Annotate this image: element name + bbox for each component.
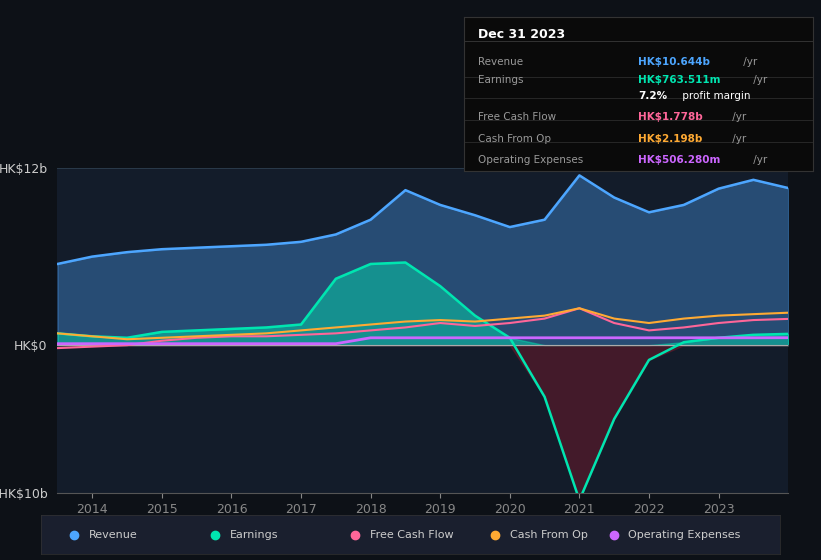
Text: Free Cash Flow: Free Cash Flow (369, 530, 453, 540)
Text: Revenue: Revenue (478, 57, 523, 67)
Text: Operating Expenses: Operating Expenses (478, 156, 583, 165)
Text: Earnings: Earnings (230, 530, 278, 540)
Text: Revenue: Revenue (89, 530, 138, 540)
Text: /yr: /yr (740, 57, 757, 67)
Text: HK$1.778b: HK$1.778b (639, 113, 703, 122)
Text: Earnings: Earnings (478, 76, 523, 85)
Text: HK$763.511m: HK$763.511m (639, 76, 721, 85)
Text: /yr: /yr (750, 156, 767, 165)
Text: /yr: /yr (750, 76, 767, 85)
Text: /yr: /yr (729, 134, 746, 144)
Text: HK$10.644b: HK$10.644b (639, 57, 710, 67)
Text: HK$506.280m: HK$506.280m (639, 156, 721, 165)
Text: Dec 31 2023: Dec 31 2023 (478, 27, 565, 40)
Text: HK$2.198b: HK$2.198b (639, 134, 703, 144)
Text: profit margin: profit margin (679, 91, 750, 101)
Text: Operating Expenses: Operating Expenses (629, 530, 741, 540)
Text: Cash From Op: Cash From Op (478, 134, 551, 144)
Text: 7.2%: 7.2% (639, 91, 667, 101)
Text: /yr: /yr (729, 113, 746, 122)
Text: Cash From Op: Cash From Op (511, 530, 588, 540)
Text: Free Cash Flow: Free Cash Flow (478, 113, 556, 122)
